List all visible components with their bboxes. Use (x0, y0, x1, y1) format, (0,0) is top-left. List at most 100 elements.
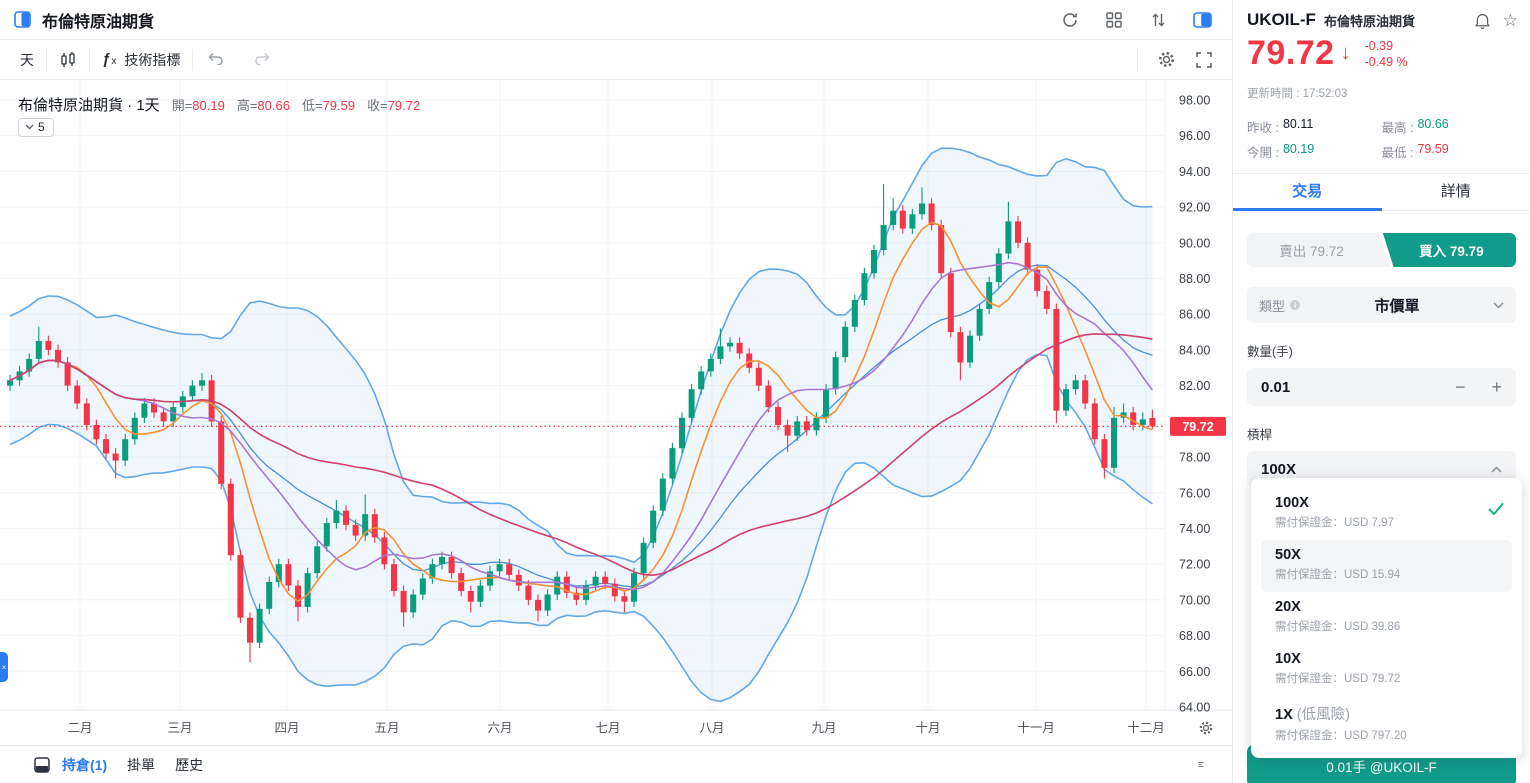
chart-style-candles-icon[interactable] (47, 51, 89, 69)
price-down-arrow-icon: ↓ (1340, 42, 1351, 64)
compare-sort-icon[interactable] (1148, 10, 1168, 30)
legend-high: 高=80.66 (236, 98, 290, 113)
legend-low: 低=79.59 (301, 98, 356, 113)
trade-panel-header: UKOIL-F 布倫特原油期貨 ☆ (1233, 0, 1530, 30)
trade-panel: UKOIL-F 布倫特原油期貨 ☆ 79.72 ↓ -0.39 -0.49 % … (1232, 0, 1530, 783)
tab-trade[interactable]: 交易 (1233, 174, 1382, 211)
quote-stats: 昨收 :80.11 最高 :80.66 今開 :80.19 最低 :79.59 (1247, 117, 1449, 160)
svg-text:79.72: 79.72 (1182, 420, 1213, 434)
svg-text:六月: 六月 (487, 721, 512, 735)
order-type-label: 類型 (1259, 298, 1286, 314)
leverage-dropdown: 100X 需付保證金：USD 7.97 50X 需付保證金：USD 15.94 … (1251, 478, 1522, 758)
order-type-select[interactable]: 類型 i 市價單 (1247, 287, 1516, 323)
toolbar-divider (89, 48, 90, 71)
tab-positions[interactable]: 持倉(1) (62, 756, 108, 773)
tab-history[interactable]: 歷史 (175, 756, 204, 773)
high-value: 80.66 (1417, 117, 1449, 131)
fx-icon: ƒx (102, 51, 117, 68)
leverage-option-100x[interactable]: 100X 需付保證金：USD 7.97 (1251, 488, 1522, 540)
svg-text:82.00: 82.00 (1179, 379, 1210, 393)
refresh-icon[interactable] (1060, 10, 1080, 30)
chart-section: 布倫特原油期貨 天 (0, 10, 1232, 775)
svg-text:八月: 八月 (699, 721, 724, 735)
time-axis-settings-icon[interactable] (1196, 718, 1216, 738)
tab-details[interactable]: 詳情 (1440, 183, 1471, 200)
quantity-stepper[interactable]: 0.01 − + (1247, 368, 1516, 406)
svg-text:68.00: 68.00 (1179, 629, 1210, 643)
svg-text:98.00: 98.00 (1179, 94, 1210, 108)
svg-text:66.00: 66.00 (1179, 665, 1210, 679)
chart-legend: 布倫特原油期貨 · 1天 開=80.19 高=80.66 低=79.59 收=7… (18, 94, 420, 115)
svg-text:i: i (1294, 301, 1296, 310)
price-change: -0.39 -0.49 % (1364, 39, 1408, 70)
check-icon (1488, 502, 1504, 520)
quantity-plus-button[interactable]: + (1491, 377, 1502, 397)
price-block: 79.72 ↓ -0.39 -0.49 % (1233, 30, 1530, 73)
last-price: 79.72 (1247, 34, 1335, 72)
update-time: 更新時間 : 17:52:03 (1247, 88, 1348, 100)
leverage-option-50x[interactable]: 50X 需付保證金：USD 15.94 (1261, 540, 1512, 592)
candlestick-chart[interactable]: 98.00 96.00 94.00 92.00 90.00 88.00 86.00 84.00… (0, 80, 1232, 745)
symbol-logo-icon (12, 10, 32, 30)
trade-detail-tabs: 交易 詳情 (1233, 173, 1530, 211)
redo-icon[interactable] (239, 50, 285, 70)
undo-icon[interactable] (193, 50, 239, 70)
order-type-value: 市價單 (1374, 297, 1420, 315)
open-value: 80.19 (1282, 142, 1315, 156)
indicators-count: 5 (38, 120, 45, 134)
svg-text:九月: 九月 (811, 721, 836, 735)
tab-orders[interactable]: 掛單 (127, 756, 156, 773)
leverage-value: 100X (1261, 460, 1297, 478)
menu-hamburger-icon[interactable] (1198, 755, 1218, 775)
legend-symbol[interactable]: 布倫特原油期貨 · 1天 (18, 97, 160, 114)
chart-area: 98.00 96.00 94.00 92.00 90.00 88.00 86.00 84.00… (0, 80, 1232, 745)
svg-text:七月: 七月 (595, 721, 620, 735)
quantity-value[interactable]: 0.01 (1261, 378, 1291, 396)
leverage-option-1x[interactable]: 1X (低風險) 需付保證金：USD 797.20 (1275, 707, 1407, 742)
quantity-minus-button[interactable]: − (1454, 377, 1466, 397)
svg-text:74.00: 74.00 (1179, 522, 1210, 536)
quantity-label: 數量(手) (1247, 345, 1293, 359)
last-price-tag (1170, 416, 1226, 436)
chevron-up-icon (1491, 465, 1502, 473)
watchlist-collapse-handle[interactable]: × (0, 652, 8, 682)
leverage-option-10x[interactable]: 10X 需付保證金：USD 79.72 (1275, 651, 1401, 685)
svg-text:72.00: 72.00 (1179, 558, 1210, 572)
chevron-down-icon (25, 124, 34, 130)
svg-text:84.00: 84.00 (1179, 343, 1210, 357)
svg-text:十月: 十月 (915, 721, 940, 735)
svg-text:88.00: 88.00 (1179, 272, 1210, 286)
svg-text:78.00: 78.00 (1179, 451, 1210, 465)
svg-text:五月: 五月 (374, 721, 399, 735)
svg-text:十一月: 十一月 (1017, 721, 1055, 735)
sell-buy-row: 賣出 79.72 買入 79.79 (1247, 233, 1516, 267)
prev-close-value: 80.11 (1282, 117, 1314, 131)
layout-grid-icon[interactable] (1104, 10, 1124, 30)
svg-text:三月: 三月 (167, 721, 192, 735)
toolbar-divider (46, 48, 47, 71)
sell-button[interactable]: 賣出 79.72 (1247, 233, 1390, 267)
indicators-button[interactable]: ƒx 技術指標 (90, 50, 192, 70)
page-title: 布倫特原油期貨 (42, 13, 155, 31)
svg-text:四月: 四月 (274, 721, 299, 735)
svg-text:70.00: 70.00 (1179, 593, 1210, 607)
legend-open: 開=80.19 (171, 98, 225, 113)
right-panel-toggle-icon[interactable] (1192, 10, 1212, 30)
leverage-option-20x[interactable]: 20X 需付保證金：USD 39.86 (1275, 599, 1401, 633)
chart-settings-gear-icon[interactable] (1156, 50, 1176, 70)
symbol-name: 布倫特原油期貨 (1323, 13, 1415, 29)
legend-close: 收=79.72 (367, 98, 421, 113)
svg-text:十二月: 十二月 (1127, 721, 1165, 735)
fullscreen-icon[interactable] (1194, 50, 1214, 70)
interval-button[interactable]: 天 (20, 51, 34, 68)
svg-text:96.00: 96.00 (1179, 129, 1210, 143)
svg-text:90.00: 90.00 (1179, 236, 1210, 250)
svg-text:92.00: 92.00 (1179, 201, 1210, 215)
buy-button[interactable]: 買入 79.79 (1382, 233, 1516, 267)
indicators-collapse-chip[interactable]: 5 (18, 118, 54, 137)
indicators-label: 技術指標 (124, 51, 181, 68)
favorite-star-icon[interactable]: ☆ (1502, 10, 1518, 30)
bell-icon[interactable] (1473, 10, 1493, 30)
symbol-code: UKOIL-F (1247, 10, 1316, 29)
